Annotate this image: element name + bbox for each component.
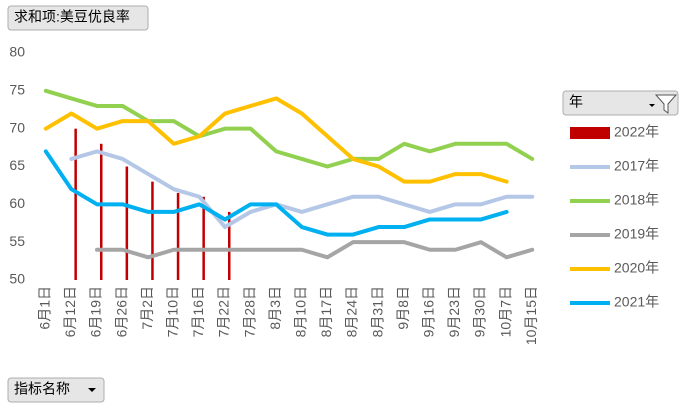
dropdown-icon: [649, 104, 655, 107]
legend-swatch: [570, 127, 610, 139]
field-button-label: 求和项:美豆优良率: [14, 9, 130, 25]
line: [43, 149, 509, 237]
x-tick-label: 8月17日: [318, 286, 334, 337]
x-tick-label: 7月16日: [190, 286, 206, 337]
x-tick-label: 9月30日: [472, 286, 488, 337]
y-tick-label: 80: [9, 44, 25, 60]
x-tick-label: 8月3日: [267, 286, 283, 330]
legend-label: 2020年: [614, 260, 659, 276]
bar: [176, 192, 180, 280]
line: [43, 96, 509, 184]
bar: [151, 181, 154, 280]
x-tick-label: 8月24日: [344, 286, 360, 337]
bar: [228, 211, 231, 280]
y-tick-label: 65: [9, 157, 25, 173]
x-tick-label: 7月10日: [165, 286, 181, 337]
category-button-label: 指标名称: [14, 381, 70, 397]
bar: [125, 166, 129, 280]
x-tick-label: 7月28日: [241, 286, 257, 337]
y-tick-label: 55: [9, 233, 25, 249]
line: [95, 240, 535, 260]
line: [69, 149, 535, 230]
legend-label: 2021年: [614, 294, 659, 310]
dropdown-icon: [88, 388, 96, 392]
x-tick-label: 6月12日: [62, 286, 78, 337]
line: [43, 88, 535, 169]
x-tick-label: 6月19日: [88, 286, 104, 337]
legend-label: 2017年: [614, 158, 659, 174]
x-tick-label: 8月31日: [369, 286, 385, 337]
legend-label: 2022年: [614, 124, 659, 140]
x-tick-label: 8月10日: [293, 286, 309, 337]
y-tick-label: 50: [9, 271, 25, 287]
y-tick-label: 75: [9, 82, 25, 98]
field-button[interactable]: [7, 5, 149, 31]
x-tick-label: 10月15日: [523, 286, 539, 345]
x-tick-label: 7月22日: [216, 286, 232, 337]
legend-label: 2019年: [614, 226, 659, 242]
bar: [74, 128, 77, 280]
legend-label: 2018年: [614, 192, 659, 208]
x-tick-label: 9月23日: [446, 286, 462, 337]
x-tick-label: 10月7日: [497, 286, 513, 337]
filter-icon: [654, 94, 678, 114]
category-button[interactable]: [7, 377, 105, 403]
y-tick-label: 60: [9, 195, 25, 211]
x-tick-label: 6月1日: [37, 286, 53, 330]
x-tick-label: 7月2日: [139, 286, 155, 330]
bar: [100, 143, 103, 280]
x-tick-label: 6月26日: [113, 286, 129, 337]
legend-button[interactable]: [562, 90, 679, 116]
x-tick-label: 9月8日: [395, 286, 411, 330]
bar: [202, 196, 205, 280]
x-tick-label: 9月16日: [421, 286, 437, 337]
legend-title: 年: [569, 94, 583, 110]
y-tick-label: 70: [9, 119, 25, 135]
